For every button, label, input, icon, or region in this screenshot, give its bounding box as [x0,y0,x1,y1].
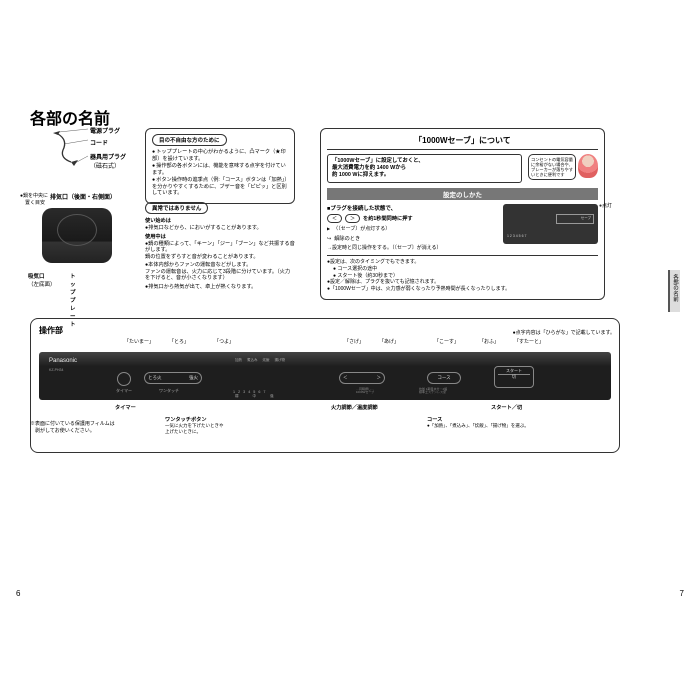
course-button: コース [427,372,461,384]
power-save-box: 「1000Wセーブ」について 「1000Wセーブ」に設定しておくと、 最大消費電… [320,128,605,300]
onetouch-button: とろ火強火 [144,372,202,384]
info-line: トッププレートの中心がわかるように、凸マーク（★印部）を設けています。 [152,149,288,162]
model-label: KZ-PH34 [49,368,63,372]
accessibility-info-box: 目の不自由な方のために トッププレートの中心がわかるように、凸マーク（★印部）を… [145,128,295,204]
power-adjust-buttons: ＜＞ [339,372,385,384]
increase-button-icon: ＞ [345,214,360,223]
product-bottom-labels: 吸気口 （左底面） トッププレート [28,272,62,288]
braille-labels: 「たいまー」 「とろ」 「つよ」 「さげ」 「あげ」 「こーす」 「おふ」 「す… [39,338,611,352]
power-button-icon [117,372,131,386]
person-icon [578,154,598,178]
not-abnormal-box: 異常ではありません 使い始めは 排気口などから、においがすることがあります。 使… [145,202,295,292]
power-save-title: 「1000Wセーブ」について [327,135,598,150]
product-illustration [32,200,122,270]
outlet-note: コンセントの電気容量に余裕がない場合や、ブレーカーが落ちやすいときに便利です [528,154,598,180]
content-area: 各部の名前 電源プラグ コード 器具用プラグ （磁石式） ●鍋を中央に 置く目安… [20,100,680,600]
decrease-button-icon: ＜ [327,214,342,223]
device-plug-label: 器具用プラグ （磁石式） [90,152,126,170]
cord-label: コード [90,138,108,147]
plug-cord-illustration [48,128,88,170]
control-panel-section: 操作部 点字内容は「ひらがな」で記載しています。 「たいまー」 「とろ」 「つよ… [30,318,620,453]
brand-label: Panasonic [49,358,77,364]
info-line: 操作部の各ボタンには、機能を意味する点字を付けています。 [152,163,288,176]
section-tab: 各部の名前 [668,270,680,312]
braille-note: 点字内容は「ひらがな」で記載しています。 [513,329,615,336]
power-plug-label: 電源プラグ [90,126,120,135]
setting-header: 設定のしかた [327,188,598,200]
accessibility-title: 目の不自由な方のために [152,134,227,146]
film-note: ※表面に付いている保護用フィルムは 剥がしてお使いください。 [30,420,115,434]
panel-preview: 点灯 セーブ 1 2 3 4 5 6 7 [503,204,598,244]
start-stop-button: スタート 切 [494,366,534,388]
timing-notes: 設定は、次のタイミングでもできます。 コース選択の途中 スタート後（約30秒まで… [327,255,598,293]
setting-steps: ■プラグを接続した状態で、 ＜ ＞ を約1秒間同時に押す （〔セーブ〕が点灯する… [327,204,495,251]
page-number-left: 6 [16,589,20,598]
control-panel-face: Panasonic KZ-PH34 タイマー とろ火強火 ワンタッチ 加熱煮込み… [39,352,611,400]
info-line: ボタン操作時の進季点（例:「コース」ボタンは「加熱」）を分かりやすくするために、… [152,177,288,197]
manual-page: 各部の名前 電源プラグ コード 器具用プラグ （磁石式） ●鍋を中央に 置く目安… [0,0,700,700]
not-abnormal-title: 異常ではありません [145,202,208,214]
panel-bottom-labels: タイマー ワンタッチボタン 一気に火力を下げたいときや 上げたいときに。 火力調… [39,404,611,442]
power-save-desc: 「1000Wセーブ」に設定しておくと、 最大消費電力を約 1400 Wから 約 … [327,154,522,183]
page-number-right: 7 [680,589,684,598]
cord-diagram: 電源プラグ コード 器具用プラグ （磁石式） [48,128,148,178]
